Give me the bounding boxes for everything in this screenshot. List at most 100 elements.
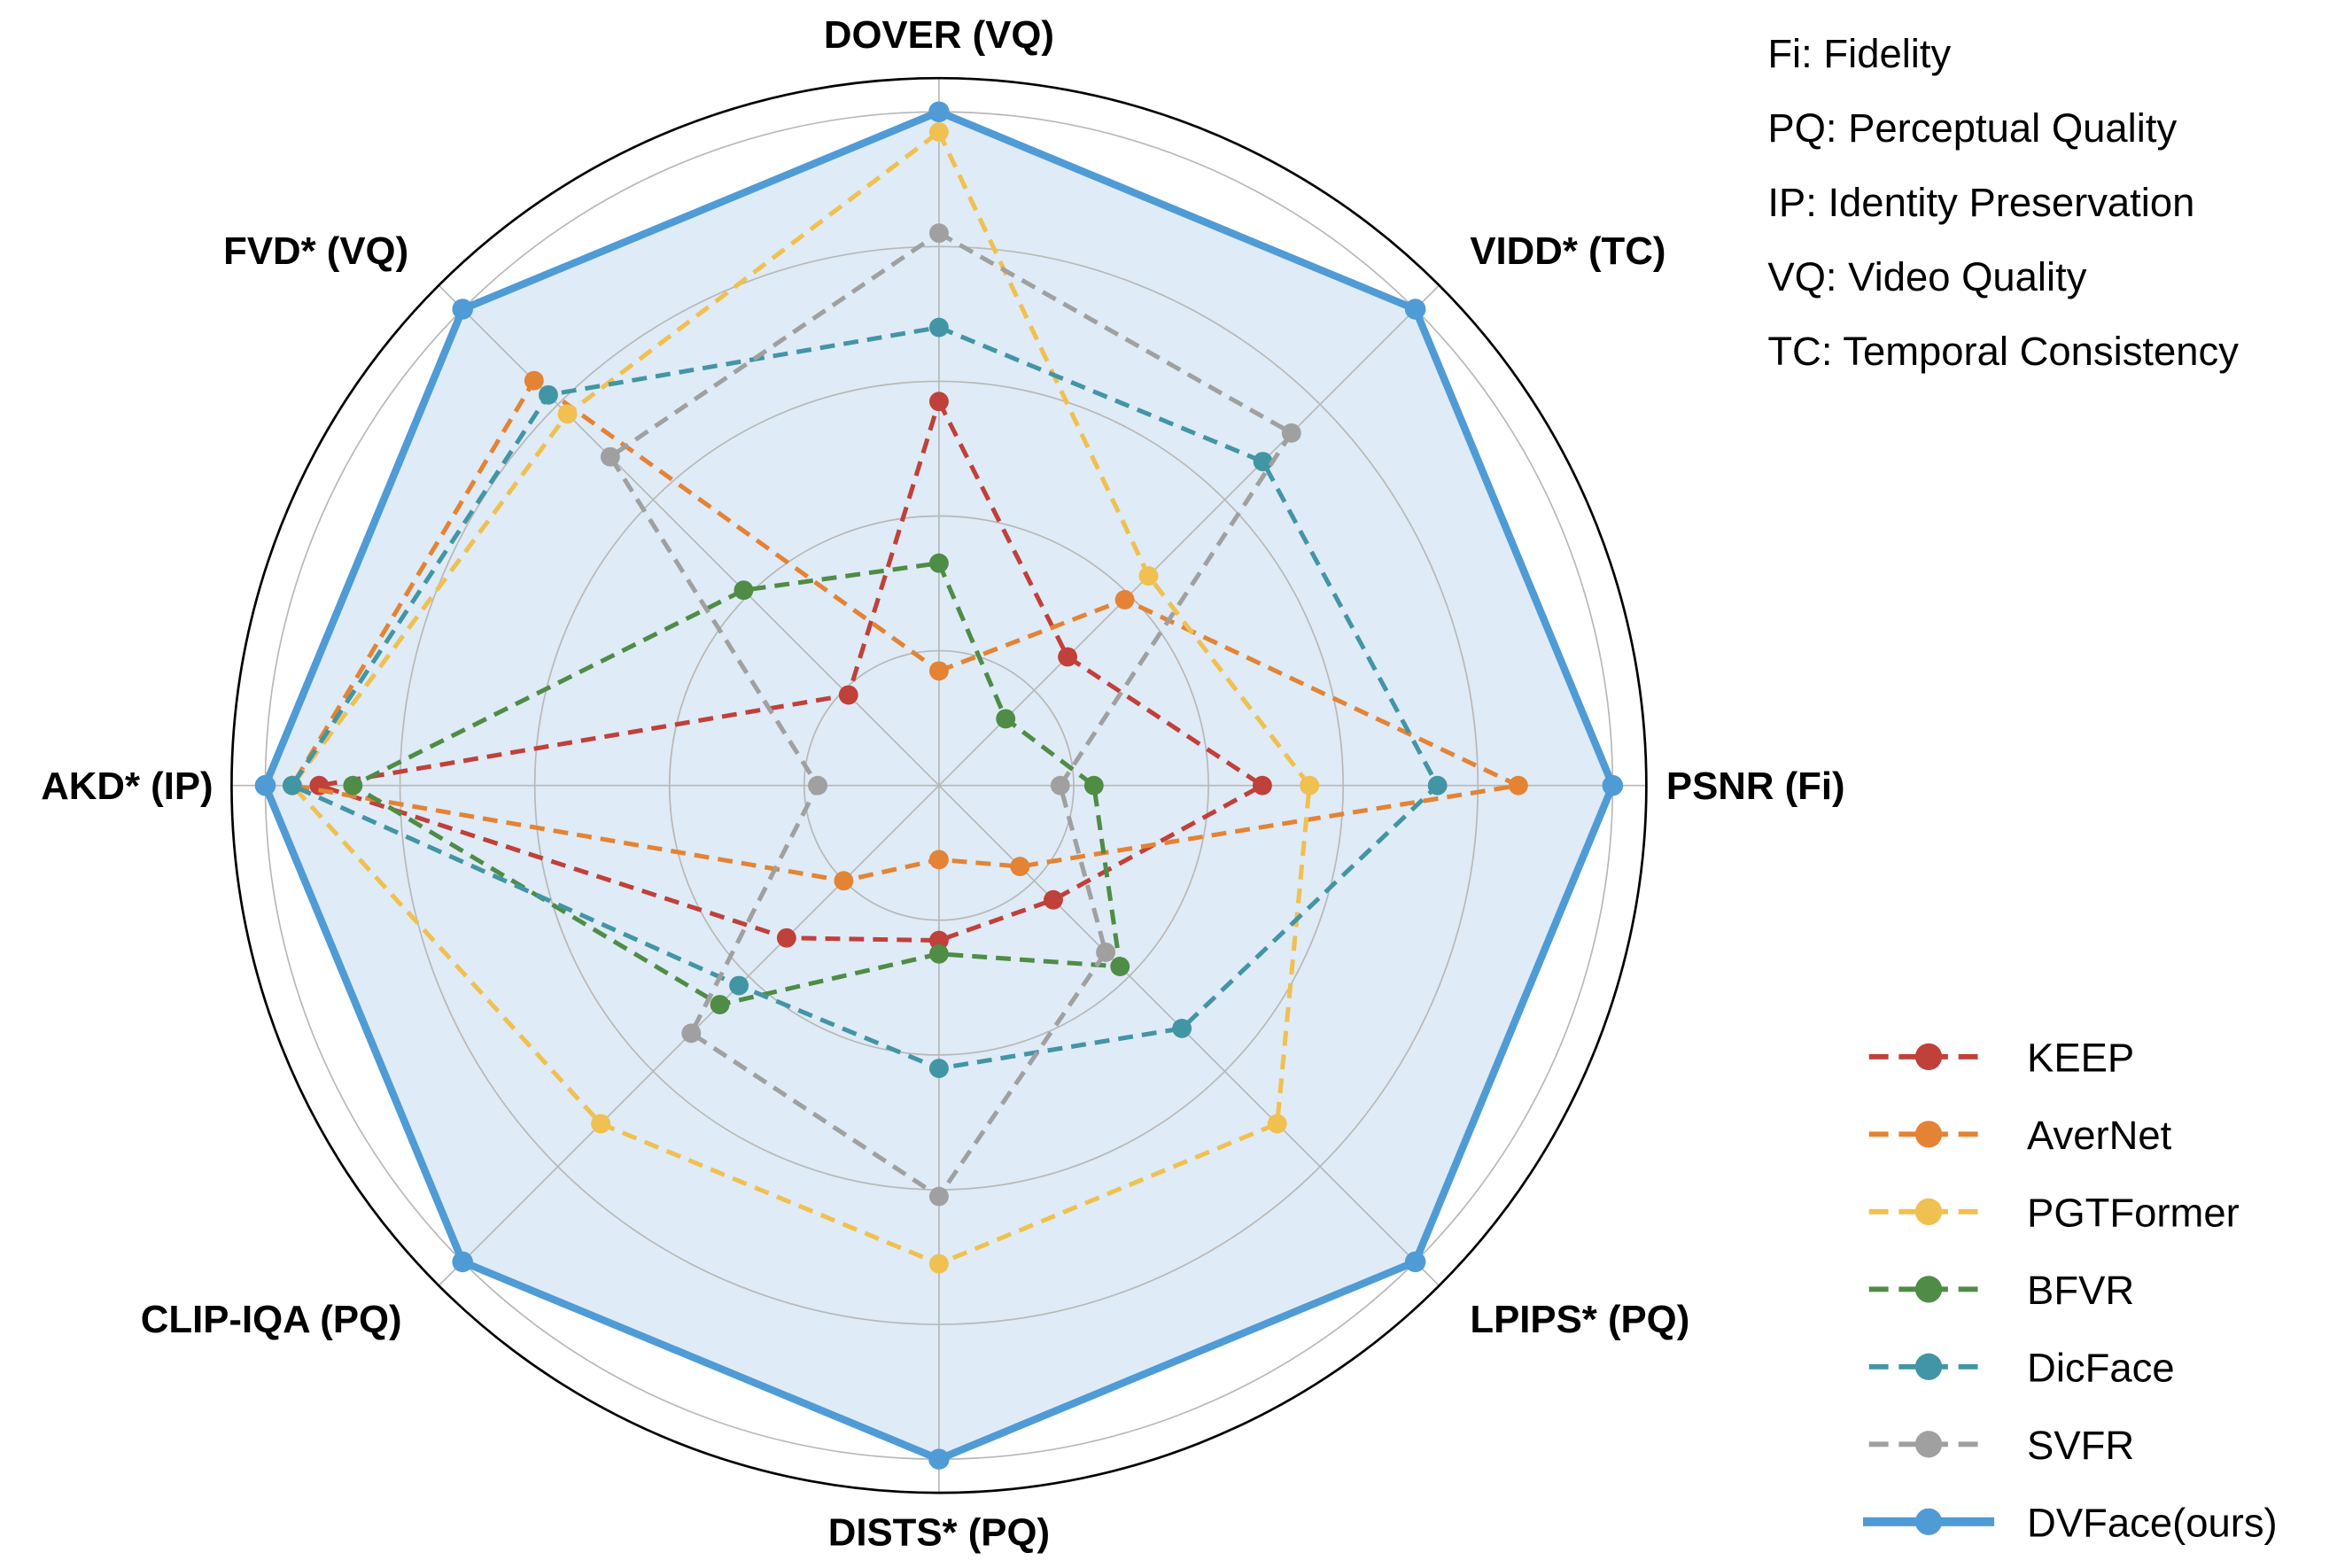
data-point bbox=[928, 1448, 950, 1470]
legend-marker bbox=[1914, 1121, 1943, 1148]
data-point bbox=[776, 928, 796, 948]
axis-label: DISTS* (PQ) bbox=[828, 1511, 1050, 1555]
legend-item: SVFR bbox=[1868, 1423, 2134, 1468]
data-point bbox=[1252, 775, 1272, 796]
data-point bbox=[928, 122, 949, 142]
series-dvface-ours- bbox=[254, 101, 1624, 1470]
data-point bbox=[1404, 1251, 1426, 1273]
data-point bbox=[524, 370, 544, 391]
data-point bbox=[282, 775, 302, 796]
series-keep bbox=[309, 392, 1272, 951]
data-point bbox=[1096, 942, 1116, 962]
data-point bbox=[1508, 775, 1528, 796]
axis-label: AKD* (IP) bbox=[41, 765, 213, 808]
data-point bbox=[928, 943, 949, 964]
data-point bbox=[1404, 299, 1426, 320]
data-point bbox=[996, 709, 1016, 729]
data-point bbox=[928, 1254, 949, 1274]
data-point bbox=[254, 774, 276, 796]
data-point bbox=[928, 317, 949, 338]
data-point bbox=[928, 930, 949, 951]
data-point bbox=[834, 871, 854, 891]
legend-label: PGTFormer bbox=[2027, 1191, 2240, 1236]
series-layer bbox=[254, 101, 1624, 1470]
legend-item: PGTFormer bbox=[1868, 1191, 2240, 1236]
data-point bbox=[928, 1059, 949, 1079]
data-point bbox=[1281, 423, 1301, 443]
legend-marker bbox=[1914, 1508, 1943, 1535]
data-point bbox=[1083, 775, 1104, 796]
data-point bbox=[729, 975, 749, 996]
data-point bbox=[1427, 775, 1448, 796]
legend-item: DicFace bbox=[1868, 1346, 2175, 1391]
data-point bbox=[928, 850, 949, 870]
axis-label: DOVER (VQ) bbox=[824, 13, 1054, 57]
data-point bbox=[1267, 1114, 1287, 1134]
data-point bbox=[1044, 889, 1063, 910]
data-point bbox=[1138, 566, 1159, 586]
note-text: VQ: Video Quality bbox=[1767, 254, 2086, 299]
data-point bbox=[1253, 452, 1273, 471]
data-point bbox=[1114, 590, 1135, 609]
legend-marker bbox=[1914, 1431, 1943, 1458]
legend-item: BFVR bbox=[1868, 1268, 2134, 1313]
data-point bbox=[452, 1251, 473, 1273]
data-point bbox=[1300, 775, 1320, 796]
data-point bbox=[1010, 857, 1030, 877]
spoke-line bbox=[438, 284, 940, 787]
legend-item: AverNet bbox=[1868, 1113, 2172, 1158]
data-point bbox=[734, 580, 754, 601]
series-svfr bbox=[600, 223, 1301, 1207]
data-point bbox=[591, 1114, 611, 1134]
data-point bbox=[1602, 774, 1624, 796]
legend-label: DicFace bbox=[2027, 1346, 2175, 1391]
data-point bbox=[600, 446, 620, 467]
data-point bbox=[452, 299, 473, 320]
legend-label: DVFace(ours) bbox=[2027, 1501, 2278, 1546]
series-dicface bbox=[282, 317, 1448, 1079]
legend-label: BFVR bbox=[2027, 1268, 2134, 1313]
data-point bbox=[557, 404, 578, 424]
data-point bbox=[681, 1023, 702, 1044]
legend-label: KEEP bbox=[2027, 1036, 2134, 1081]
legend: KEEP AverNet PGTFormer BFVR DicFace SVFR DVFac… bbox=[1862, 1036, 2278, 1546]
outer-frame bbox=[230, 76, 1648, 1494]
data-point bbox=[1050, 775, 1070, 796]
note-text: PQ: Perceptual Quality bbox=[1767, 105, 2177, 151]
data-point bbox=[928, 553, 949, 573]
data-point bbox=[1058, 647, 1078, 667]
data-point bbox=[1172, 1018, 1192, 1038]
series-bfvr bbox=[343, 553, 1130, 1014]
legend-item: DVFace(ours) bbox=[1862, 1501, 2278, 1546]
axis-labels: DOVER (VQ) VIDD* (TC) PSNR (Fi) LPIPS* (PQ)… bbox=[41, 13, 1844, 1555]
data-point bbox=[539, 384, 558, 405]
data-point bbox=[928, 661, 949, 681]
legend-marker bbox=[1914, 1353, 1943, 1380]
spoke-line bbox=[938, 284, 1440, 787]
axis-label: VIDD* (TC) bbox=[1470, 229, 1665, 273]
axis-label: FVD* (VQ) bbox=[223, 229, 408, 273]
note-text: IP: Identity Preservation bbox=[1767, 180, 2194, 225]
note-text: Fi: Fidelity bbox=[1767, 31, 1951, 76]
axis-label: CLIP-IQA (PQ) bbox=[141, 1298, 402, 1341]
data-point bbox=[710, 995, 730, 1014]
data-point bbox=[1110, 957, 1130, 976]
legend-marker bbox=[1914, 1198, 1943, 1225]
note-text: TC: Temporal Consistency bbox=[1767, 329, 2239, 374]
data-point bbox=[343, 775, 363, 796]
data-point bbox=[928, 1186, 949, 1207]
series-line bbox=[316, 399, 1265, 943]
legend-marker bbox=[1914, 1043, 1943, 1071]
legend-label: SVFR bbox=[2027, 1423, 2134, 1468]
series-avernet bbox=[282, 370, 1528, 891]
legend-item: KEEP bbox=[1868, 1036, 2134, 1081]
axis-label: PSNR (Fi) bbox=[1666, 765, 1845, 808]
data-point bbox=[928, 101, 950, 123]
data-point bbox=[928, 223, 949, 244]
data-point bbox=[838, 685, 858, 705]
legend-marker bbox=[1914, 1276, 1943, 1303]
abbreviation-notes: Fi: Fidelity PQ: Perceptual Quality IP: Id… bbox=[1767, 31, 2239, 374]
data-point bbox=[808, 775, 827, 796]
axis-label: LPIPS* (PQ) bbox=[1470, 1298, 1689, 1341]
